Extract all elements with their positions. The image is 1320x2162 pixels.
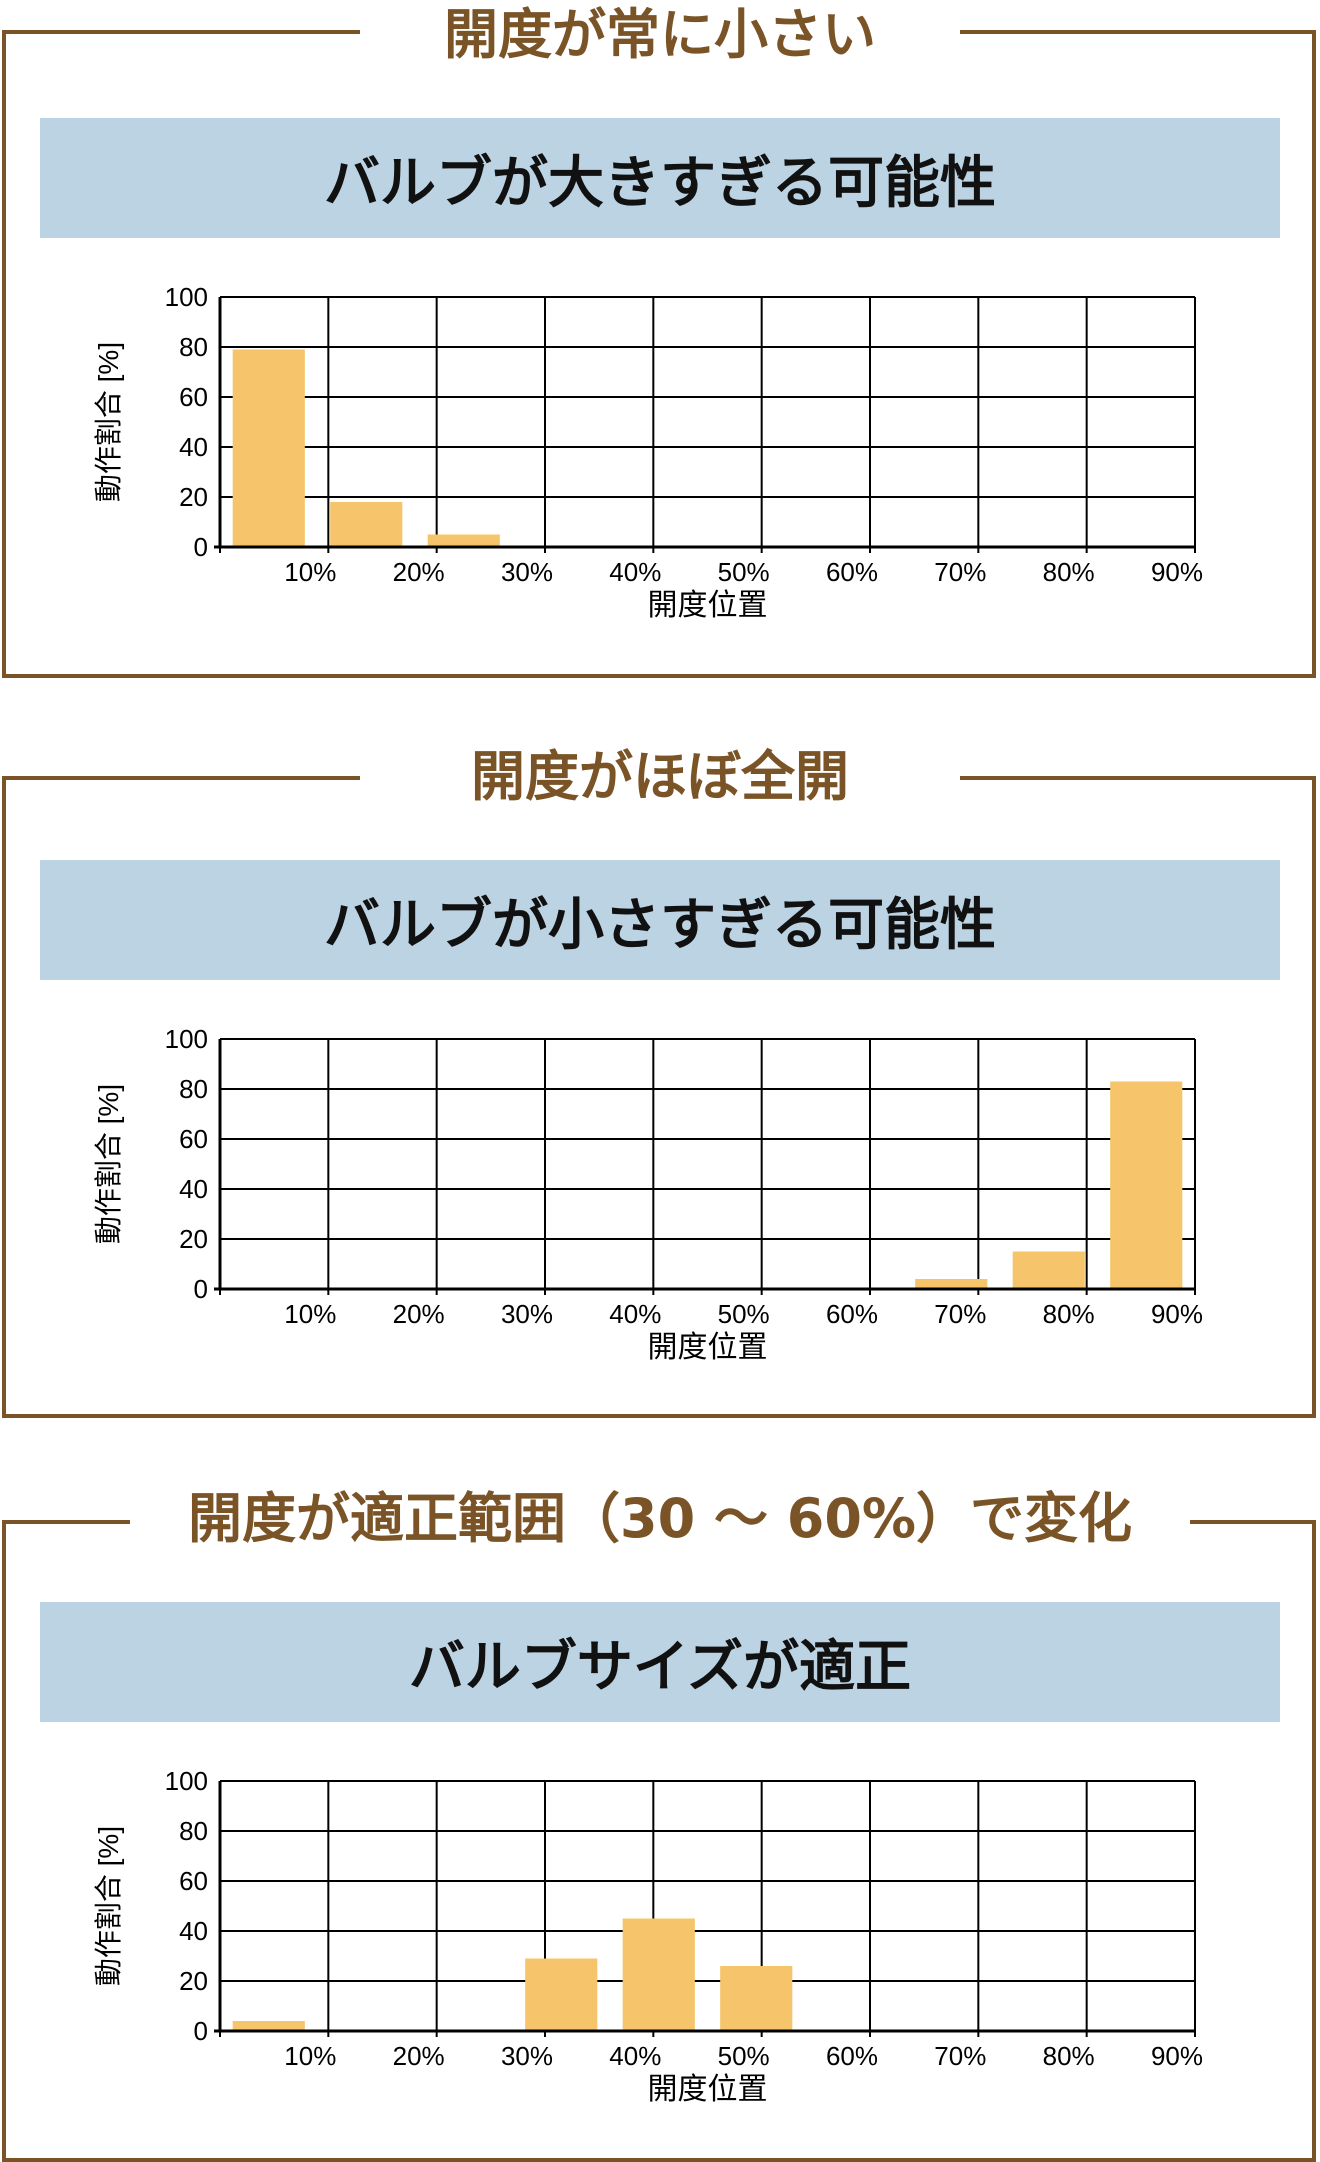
panel-banner: バルブが大きすぎる可能性 — [40, 118, 1280, 238]
x-tick-label: 80% — [1043, 2041, 1095, 2071]
x-tick-label: 70% — [934, 2041, 986, 2071]
x-tick-label: 10% — [284, 2041, 336, 2071]
x-tick-label: 70% — [934, 557, 986, 587]
y-tick-label: 80 — [179, 332, 208, 362]
x-tick-label: 60% — [826, 557, 878, 587]
bar — [427, 534, 500, 547]
bar — [1110, 1081, 1183, 1289]
panel-banner: バルブサイズが適正 — [40, 1602, 1280, 1722]
y-axis-title: 動作割合 [%] — [93, 342, 124, 502]
x-tick-label: 90% — [1151, 557, 1203, 587]
x-tick-label: 30% — [501, 1299, 553, 1329]
bar — [622, 1918, 695, 2031]
y-tick-label: 0 — [194, 1274, 208, 1304]
y-tick-label: 60 — [179, 1124, 208, 1154]
y-axis-title: 動作割合 [%] — [93, 1084, 124, 1244]
bar — [330, 502, 403, 547]
x-axis-title: 開度位置 — [648, 2073, 768, 2106]
y-tick-label: 40 — [179, 432, 208, 462]
x-tick-label: 50% — [718, 1299, 770, 1329]
bar — [232, 2021, 305, 2031]
x-tick-label: 80% — [1043, 557, 1095, 587]
x-tick-label: 40% — [609, 1299, 661, 1329]
y-tick-label: 100 — [165, 282, 208, 312]
y-tick-label: 80 — [179, 1816, 208, 1846]
x-tick-label: 70% — [934, 1299, 986, 1329]
x-tick-label: 10% — [284, 557, 336, 587]
panel-heading: 開度がほぼ全開 — [360, 742, 960, 812]
x-tick-label: 50% — [718, 2041, 770, 2071]
x-tick-label: 90% — [1151, 1299, 1203, 1329]
y-tick-label: 0 — [194, 2016, 208, 2046]
bar — [1012, 1251, 1085, 1289]
chart-1: 0 20 40 60 80 100 10% 20% 30% 40% 50% 60% 70% 80% 90% 開… — [93, 282, 1203, 622]
y-tick-label: 60 — [179, 1866, 208, 1896]
x-tick-label: 30% — [501, 557, 553, 587]
banner-text: バルブサイズが適正 — [408, 1634, 912, 1700]
x-tick-label: 90% — [1151, 2041, 1203, 2071]
y-tick-label: 100 — [165, 1766, 208, 1796]
bar — [525, 1958, 598, 2031]
chart-3: 0 20 40 60 80 100 10% 20% 30% 40% 50% 60% 70% 80% 90% 開… — [93, 1766, 1203, 2106]
bar — [720, 1966, 793, 2031]
panel-heading: 開度が常に小さい — [360, 0, 960, 70]
x-axis-title: 開度位置 — [648, 1331, 768, 1364]
y-tick-label: 80 — [179, 1074, 208, 1104]
chart-2: 0 20 40 60 80 100 10% 20% 30% 40% 50% 60% 70% 80% 90% 開… — [93, 1024, 1203, 1364]
x-tick-label: 20% — [393, 557, 445, 587]
banner-text: バルブが小さすぎる可能性 — [324, 892, 996, 958]
x-tick-label: 50% — [718, 557, 770, 587]
x-tick-label: 10% — [284, 1299, 336, 1329]
y-tick-label: 20 — [179, 1224, 208, 1254]
bar — [232, 349, 305, 547]
y-axis-title: 動作割合 [%] — [93, 1826, 124, 1986]
x-tick-label: 40% — [609, 2041, 661, 2071]
bar — [915, 1279, 988, 1289]
y-tick-label: 40 — [179, 1916, 208, 1946]
y-tick-label: 0 — [194, 532, 208, 562]
y-tick-label: 20 — [179, 1966, 208, 1996]
panel-heading: 開度が適正範囲（30 ～ 60%）で変化 — [130, 1484, 1190, 1554]
y-tick-label: 40 — [179, 1174, 208, 1204]
x-tick-label: 60% — [826, 1299, 878, 1329]
x-tick-label: 20% — [393, 1299, 445, 1329]
banner-text: バルブが大きすぎる可能性 — [324, 150, 996, 216]
x-tick-label: 80% — [1043, 1299, 1095, 1329]
y-tick-label: 20 — [179, 482, 208, 512]
x-axis-title: 開度位置 — [648, 589, 768, 622]
y-tick-label: 60 — [179, 382, 208, 412]
panel-banner: バルブが小さすぎる可能性 — [40, 860, 1280, 980]
y-tick-label: 100 — [165, 1024, 208, 1054]
x-tick-label: 30% — [501, 2041, 553, 2071]
x-tick-label: 40% — [609, 557, 661, 587]
x-tick-label: 20% — [393, 2041, 445, 2071]
x-tick-label: 60% — [826, 2041, 878, 2071]
